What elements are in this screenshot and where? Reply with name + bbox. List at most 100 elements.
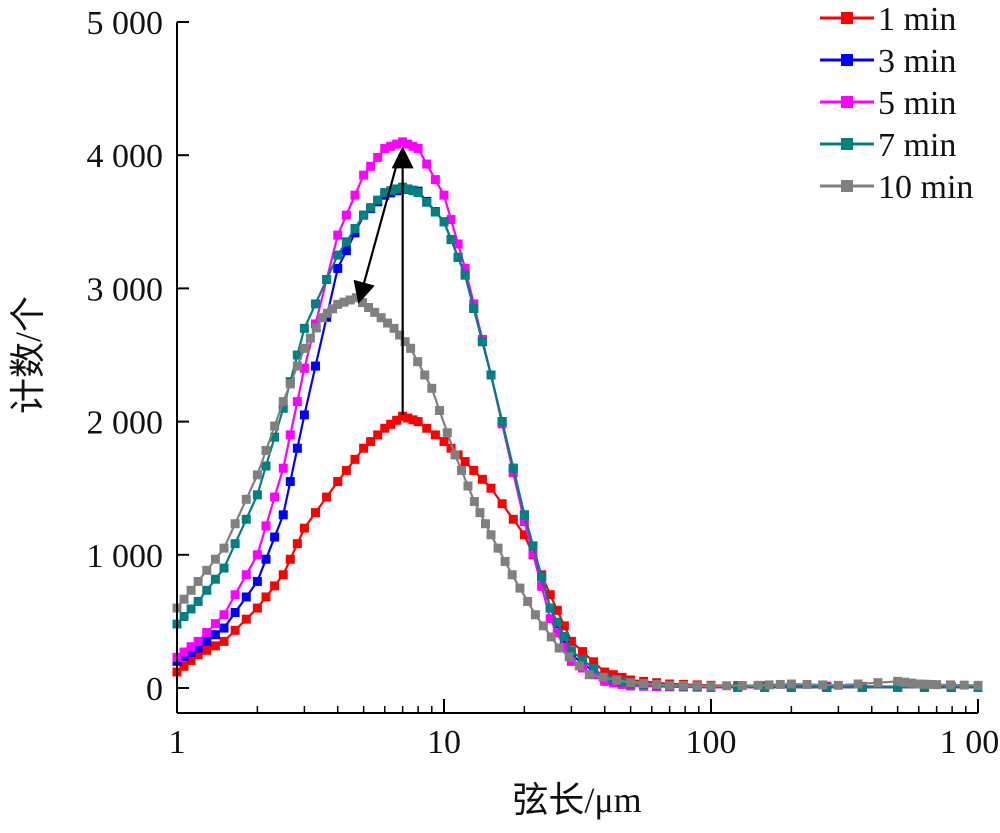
data-point xyxy=(341,210,351,220)
data-point xyxy=(186,585,196,595)
data-point xyxy=(270,532,280,542)
data-point xyxy=(398,137,408,147)
axes: 0 1 000 2 000 3 000 4 000 5 000 1 10 100 1 000 xyxy=(87,5,1000,761)
data-point xyxy=(507,570,517,580)
data-point xyxy=(469,303,479,313)
data-point xyxy=(566,646,576,656)
data-point xyxy=(322,492,332,502)
data-point xyxy=(389,323,399,333)
data-point xyxy=(359,210,369,220)
data-point xyxy=(252,603,262,613)
data-point xyxy=(311,299,321,309)
data-point xyxy=(193,636,203,646)
data-point xyxy=(508,463,518,473)
legend-label: 10 min xyxy=(878,169,973,206)
legend-label: 1 min xyxy=(878,1,956,38)
data-point xyxy=(528,541,538,551)
data-point xyxy=(241,514,251,524)
data-point xyxy=(392,184,402,194)
data-point xyxy=(608,670,618,680)
data-point xyxy=(278,403,288,413)
data-point xyxy=(350,223,360,233)
data-point xyxy=(400,337,410,347)
data-point xyxy=(559,631,569,641)
data-point xyxy=(350,190,360,200)
data-point xyxy=(430,207,440,217)
legend-item: 1 min xyxy=(820,1,956,38)
data-point xyxy=(626,678,636,688)
data-point xyxy=(252,490,262,500)
data-point xyxy=(373,195,383,205)
data-point xyxy=(210,630,220,640)
data-point xyxy=(219,610,229,620)
data-point xyxy=(818,680,828,690)
data-point xyxy=(328,304,338,314)
data-point xyxy=(261,445,271,455)
data-point xyxy=(311,361,321,371)
annotation-arrow xyxy=(353,154,401,304)
data-point xyxy=(210,554,220,564)
legend-swatch-marker xyxy=(841,138,853,150)
data-point xyxy=(241,614,251,624)
annotation-layer xyxy=(353,146,414,415)
data-point xyxy=(435,406,445,415)
data-point xyxy=(292,443,302,453)
data-point xyxy=(359,443,369,453)
data-point xyxy=(241,592,251,602)
data-point xyxy=(537,572,547,582)
data-point xyxy=(261,592,271,602)
data-point xyxy=(179,647,189,657)
data-point xyxy=(299,523,309,533)
x-axis-title: 弦长/μm xyxy=(512,780,641,820)
data-point xyxy=(598,672,608,682)
legend-label: 7 min xyxy=(878,127,956,164)
data-point xyxy=(193,576,203,586)
data-point xyxy=(537,581,547,591)
data-point xyxy=(285,379,295,389)
data-point xyxy=(545,614,555,624)
x-tick-label: 10 xyxy=(427,724,461,761)
data-point xyxy=(786,679,796,689)
data-point xyxy=(380,187,390,197)
data-point xyxy=(219,543,229,553)
data-point xyxy=(278,397,288,407)
data-point xyxy=(469,497,479,507)
data-point xyxy=(460,263,470,273)
data-point xyxy=(292,539,302,549)
data-point xyxy=(422,197,432,207)
data-point xyxy=(210,619,220,629)
data-point xyxy=(528,549,538,559)
data-point xyxy=(292,350,302,360)
data-point xyxy=(460,457,470,467)
data-point xyxy=(893,682,903,692)
data-point xyxy=(959,680,969,690)
data-point xyxy=(392,139,402,149)
data-point xyxy=(453,252,463,262)
data-point xyxy=(926,679,936,689)
data-point xyxy=(559,621,569,631)
series-line xyxy=(176,186,978,689)
data-point xyxy=(893,676,903,686)
data-point xyxy=(270,492,280,502)
data-point xyxy=(366,437,376,447)
data-point xyxy=(345,295,355,305)
data-point xyxy=(589,663,599,673)
data-point xyxy=(665,680,675,690)
data-point xyxy=(427,383,437,393)
data-point xyxy=(538,621,548,631)
data-point xyxy=(519,517,529,526)
data-point xyxy=(530,610,540,620)
data-point xyxy=(380,423,390,433)
data-point xyxy=(652,679,662,689)
data-point xyxy=(285,430,295,440)
data-point xyxy=(202,645,212,655)
data-point xyxy=(559,642,569,652)
data-point xyxy=(333,250,343,260)
data-point xyxy=(370,307,380,317)
data-point xyxy=(210,574,220,584)
data-point xyxy=(311,323,321,333)
series-2 xyxy=(172,137,983,692)
data-point xyxy=(186,604,196,614)
data-point xyxy=(202,636,212,646)
